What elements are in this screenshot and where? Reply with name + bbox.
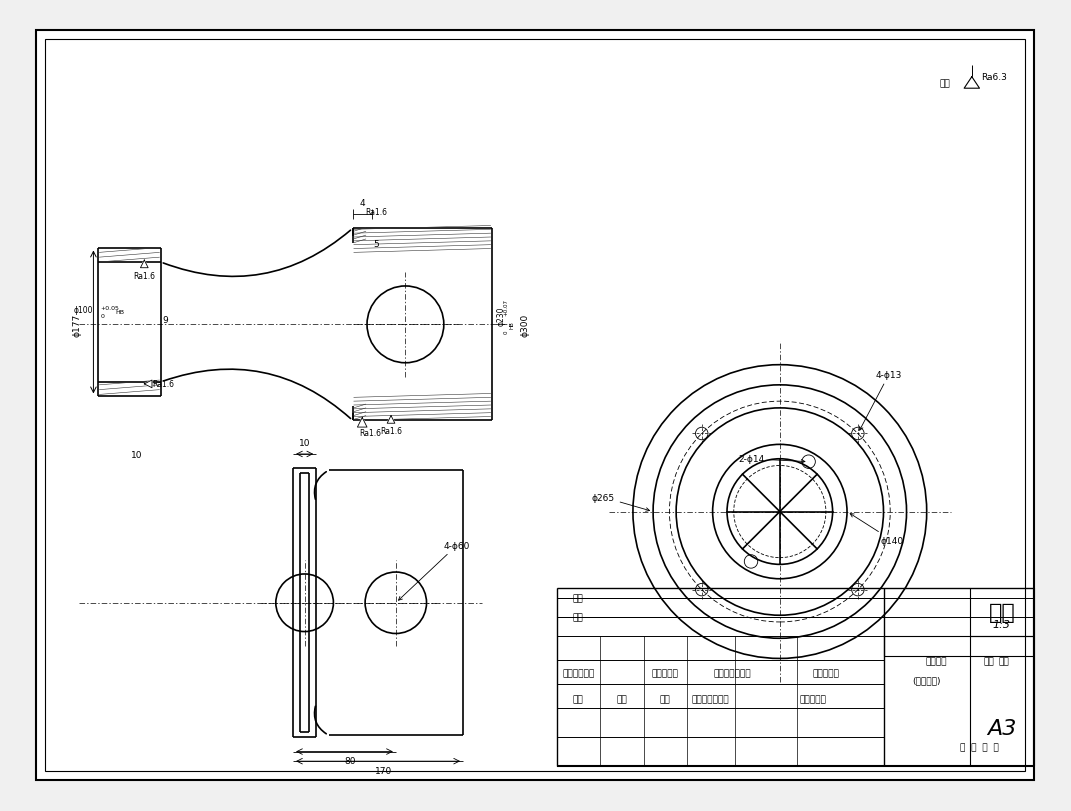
- Polygon shape: [145, 380, 152, 388]
- Text: Ra6.3: Ra6.3: [981, 73, 1008, 82]
- Text: 80: 80: [344, 757, 356, 766]
- Text: ϕ265: ϕ265: [591, 493, 649, 512]
- Text: ϕ100: ϕ100: [74, 306, 93, 315]
- Text: 0: 0: [503, 330, 509, 333]
- Text: ϕ140: ϕ140: [850, 514, 904, 545]
- Text: +0.07: +0.07: [503, 298, 509, 315]
- Text: 4-ϕ13: 4-ϕ13: [860, 371, 902, 431]
- Text: 0: 0: [101, 314, 104, 319]
- Text: 170: 170: [375, 766, 392, 775]
- Text: 9: 9: [163, 315, 168, 324]
- Text: Ra1.6: Ra1.6: [133, 271, 155, 281]
- Text: 比例: 比例: [984, 656, 995, 665]
- Text: 工艺: 工艺: [573, 594, 584, 603]
- Text: 共  张  第  张: 共 张 第 张: [960, 742, 999, 751]
- Text: 阶段标记: 阶段标记: [925, 656, 947, 665]
- Text: Ra1.6: Ra1.6: [152, 380, 174, 389]
- Text: ϕ300: ϕ300: [521, 313, 530, 337]
- Text: ϕ230: ϕ230: [497, 306, 506, 325]
- Text: +0.05: +0.05: [101, 306, 119, 311]
- Text: Ra1.6: Ra1.6: [365, 208, 387, 217]
- Text: HB: HB: [509, 321, 514, 328]
- Text: 4-ϕ60: 4-ϕ60: [398, 541, 470, 600]
- Polygon shape: [388, 416, 395, 423]
- Text: 审核: 审核: [573, 613, 584, 622]
- Text: （年月日）: （年月日）: [813, 668, 840, 677]
- Polygon shape: [140, 260, 148, 268]
- Text: 其余: 其余: [939, 79, 950, 88]
- Text: 年、月、日: 年、月、日: [799, 694, 826, 703]
- Text: HB: HB: [116, 310, 124, 315]
- Polygon shape: [964, 78, 980, 89]
- Text: 10: 10: [299, 439, 311, 448]
- Text: 设计（签名）: 设计（签名）: [562, 668, 594, 677]
- Text: 更改文件号签名: 更改文件号签名: [692, 694, 729, 703]
- Text: 5: 5: [374, 239, 379, 248]
- Text: 10: 10: [131, 450, 142, 459]
- Text: 1:3: 1:3: [993, 619, 1011, 629]
- Text: (材料标记): (材料标记): [912, 676, 941, 684]
- Text: Ra1.6: Ra1.6: [360, 428, 381, 437]
- Text: （年月日）: （年月日）: [651, 668, 678, 677]
- Polygon shape: [358, 418, 367, 427]
- Text: ϕ177: ϕ177: [73, 313, 81, 337]
- Text: 重量: 重量: [998, 656, 1009, 665]
- Text: A3: A3: [986, 718, 1016, 738]
- Text: Ra1.6: Ra1.6: [380, 427, 402, 436]
- Text: 钟罩: 钟罩: [990, 603, 1016, 623]
- Text: 2-ϕ14: 2-ϕ14: [738, 455, 805, 464]
- Text: 分区: 分区: [660, 694, 670, 703]
- Text: 标记: 标记: [573, 694, 584, 703]
- Text: 处数: 处数: [616, 694, 627, 703]
- Text: 4: 4: [360, 199, 365, 208]
- Text: 标准化（签名）: 标准化（签名）: [713, 668, 751, 677]
